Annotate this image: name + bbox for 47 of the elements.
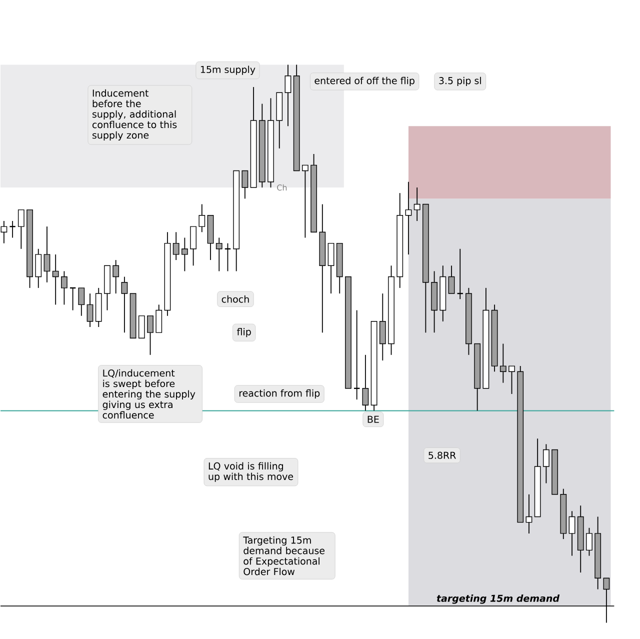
annotation: reaction from flip (239, 389, 320, 398)
candlestick (86, 292, 94, 328)
annotation: Targeting 15m demand because of Expectational Order Flow (243, 536, 324, 575)
candlestick (172, 231, 180, 260)
candlestick (182, 237, 188, 272)
annotation: 5.8RR (428, 452, 456, 459)
candlestick (112, 259, 120, 294)
candlestick (603, 577, 610, 623)
candlestick (284, 64, 292, 126)
candlestick (242, 170, 248, 199)
candlestick (190, 226, 196, 266)
candlestick (18, 209, 24, 250)
candlestick (216, 237, 222, 272)
annotation: entered of off the flip (314, 76, 414, 86)
candlestick (379, 292, 386, 361)
candlestick (362, 354, 369, 411)
candlestick (35, 248, 42, 288)
candlestick (121, 276, 128, 333)
annotation: 3.5 pip sl (439, 76, 481, 86)
annotation: flip (236, 328, 251, 337)
candlestick (302, 164, 308, 238)
candlestick (156, 304, 162, 333)
ref-line-label: targeting 15m demand (436, 594, 560, 604)
candlestick (500, 343, 506, 384)
candlestick (44, 226, 50, 283)
candlestick (147, 315, 154, 356)
annotation: Inducement before the supply, additional confluence to this supply zone (92, 89, 177, 140)
candlestick (0, 220, 8, 244)
candlestick (508, 365, 515, 394)
candlestick (198, 204, 206, 232)
candlestick (542, 443, 550, 484)
annotation: choch (222, 295, 249, 303)
candlestick (61, 270, 68, 305)
candlestick (568, 510, 576, 556)
candlestick (328, 242, 334, 294)
candlestick (138, 315, 145, 338)
candlestick (526, 494, 532, 534)
candlestick (52, 254, 59, 305)
candlestick (78, 287, 85, 316)
ref-line-label: BE (368, 416, 379, 423)
annotation: LQ void is filling up with this move (208, 462, 294, 482)
annotation: LQ/inducement is swept before entering the supply giving us extra confluence (102, 369, 196, 418)
candlestick (448, 264, 455, 294)
candlestick (405, 181, 412, 255)
candlestick (586, 527, 592, 556)
annotation: 15m supply (200, 65, 256, 75)
candlestick (414, 186, 420, 222)
